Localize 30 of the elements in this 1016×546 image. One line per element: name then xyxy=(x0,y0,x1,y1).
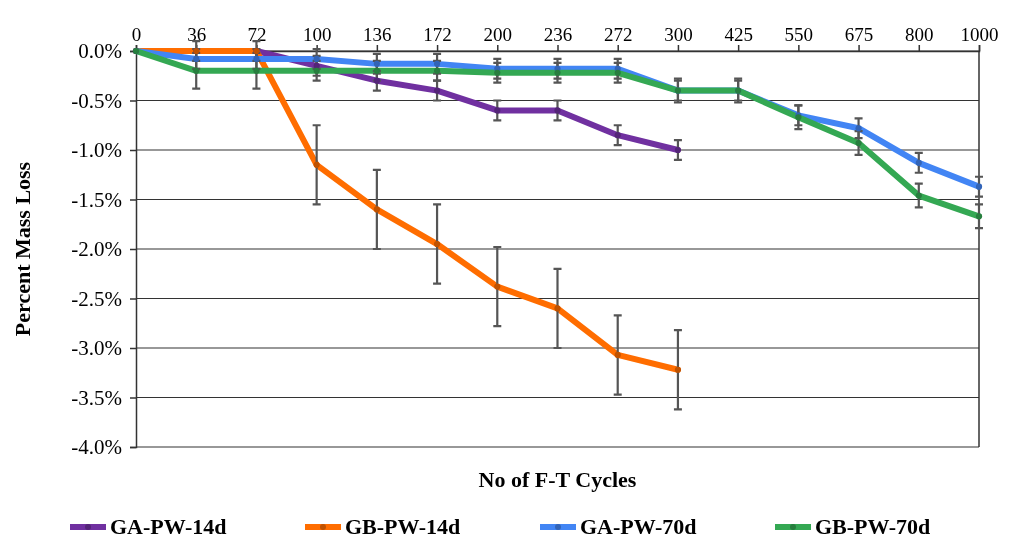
x-tick-label: 800 xyxy=(905,24,934,45)
legend-label: GA-PW-14d xyxy=(110,514,227,539)
x-tick-label: 72 xyxy=(247,24,267,45)
y-tick-label: -1.0% xyxy=(71,138,122,163)
y-axis-title: Percent Mass Loss xyxy=(10,161,35,337)
y-tick-label: 0.0% xyxy=(78,39,122,64)
x-tick-label: 425 xyxy=(724,24,753,45)
y-tick-label: -1.5% xyxy=(71,187,122,212)
x-tick-label: 100 xyxy=(302,24,332,45)
y-tick-label: -4.0% xyxy=(71,435,122,460)
x-tick-label: 1000 xyxy=(960,24,999,45)
y-tick-label: -2.0% xyxy=(71,237,122,262)
y-tick-label: -0.5% xyxy=(71,88,122,113)
legend-label: GB-PW-70d xyxy=(815,514,931,539)
x-tick-label: 272 xyxy=(603,24,633,45)
x-tick-label: 300 xyxy=(664,24,693,45)
legend-label: GA-PW-70d xyxy=(580,514,697,539)
x-tick-label: 675 xyxy=(844,24,874,45)
x-tick-label: 0 xyxy=(131,24,142,45)
x-tick-label: 172 xyxy=(423,24,452,45)
x-tick-label: 200 xyxy=(483,24,513,45)
legend-label: GB-PW-14d xyxy=(345,514,461,539)
x-axis-title: No of F-T Cycles xyxy=(478,467,637,492)
x-tick-label: 136 xyxy=(363,24,392,45)
x-tick-label: 550 xyxy=(784,24,814,45)
y-tick-label: -3.5% xyxy=(71,385,122,410)
y-tick-label: -3.0% xyxy=(71,336,122,361)
x-tick-label: 36 xyxy=(187,24,207,45)
x-tick-label: 236 xyxy=(543,24,573,45)
y-tick-label: -2.5% xyxy=(71,286,122,311)
